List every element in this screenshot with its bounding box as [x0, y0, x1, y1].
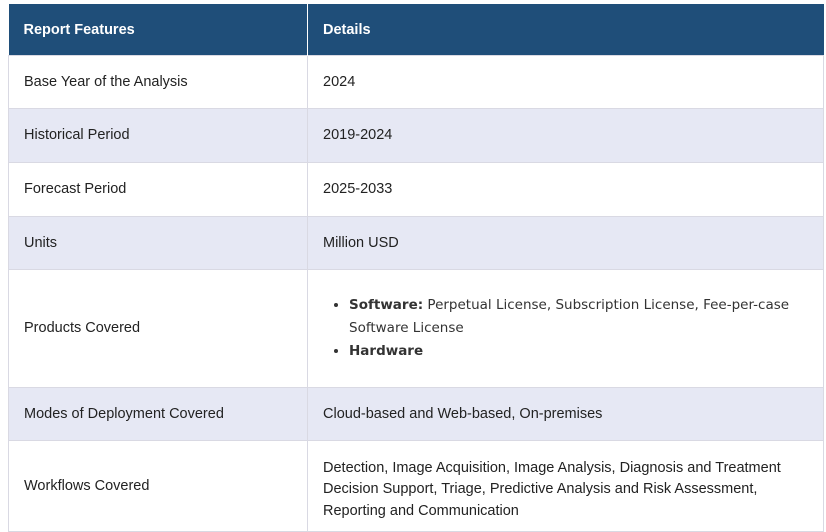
list-item-label: Hardware	[349, 343, 424, 359]
table-row: Products Covered Software: Perpetual Lic…	[8, 269, 824, 388]
feature-cell: Workflows Covered	[8, 440, 308, 532]
list-item-label: Software:	[349, 297, 424, 313]
details-cell: 2025-2033	[307, 162, 824, 217]
feature-cell: Products Covered	[8, 269, 308, 388]
header-report-features: Report Features	[8, 4, 308, 56]
details-cell: Cloud-based and Web-based, On-premises	[307, 387, 824, 441]
details-cell: 2024	[307, 55, 824, 109]
report-features-table: Report Features Details Base Year of the…	[8, 4, 824, 532]
table-row: Forecast Period 2025-2033	[8, 162, 824, 217]
table-row: Base Year of the Analysis 2024	[8, 55, 824, 109]
details-cell: 2019-2024	[307, 108, 824, 163]
feature-cell: Historical Period	[8, 108, 308, 163]
workflows-text: Detection, Image Acquisition, Image Anal…	[323, 459, 781, 519]
table-row: Workflows Covered Detection, Image Acqui…	[8, 440, 824, 532]
list-item: Hardware	[349, 340, 808, 363]
feature-cell: Forecast Period	[8, 162, 308, 217]
list-item: Software: Perpetual License, Subscriptio…	[349, 294, 808, 340]
table-row: Historical Period 2019-2024	[8, 108, 824, 163]
table-row: Units Million USD	[8, 216, 824, 270]
list-item-text: Perpetual License, Subscription License,…	[349, 297, 790, 336]
products-list: Software: Perpetual License, Subscriptio…	[323, 294, 808, 363]
details-cell: Million USD	[307, 216, 824, 270]
details-cell: Software: Perpetual License, Subscriptio…	[307, 269, 824, 388]
feature-cell: Base Year of the Analysis	[8, 55, 308, 109]
feature-cell: Modes of Deployment Covered	[8, 387, 308, 441]
details-cell: Detection, Image Acquisition, Image Anal…	[307, 440, 824, 532]
header-details: Details	[307, 4, 824, 56]
table-row: Modes of Deployment Covered Cloud-based …	[8, 387, 824, 441]
feature-cell: Units	[8, 216, 308, 270]
table-header-row: Report Features Details	[8, 4, 824, 56]
